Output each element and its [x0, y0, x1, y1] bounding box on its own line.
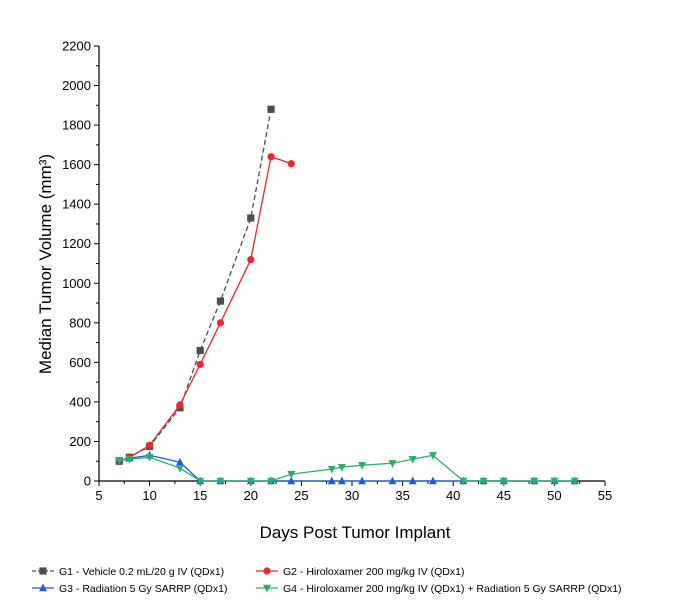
legend-label: G3 - Radiation 5 Gy SARRP (QDx1) [59, 583, 227, 595]
series-4-point [337, 463, 346, 472]
series-4-point [479, 477, 488, 486]
x-tick-label: 25 [294, 488, 308, 503]
plot-area [115, 105, 579, 486]
y-tick-label: 1800 [62, 118, 91, 133]
y-tick-label: 2200 [62, 39, 91, 54]
series-4-point [287, 470, 296, 479]
series-1-line [119, 109, 272, 462]
series-4-point [459, 477, 468, 486]
y-tick-label: 1400 [62, 197, 91, 212]
x-tick-label: 40 [446, 488, 460, 503]
x-tick-label: 55 [598, 488, 612, 503]
x-tick-label: 50 [547, 488, 561, 503]
series-4-point [115, 457, 124, 465]
series-3-line [119, 454, 575, 482]
x-tick-label: 20 [244, 488, 258, 503]
legend-item-2: G2 - Hiroloxamer 200 mg/kg IV (QDx1) [256, 566, 464, 578]
legend-item-4: G4 - Hiroloxamer 200 mg/kg IV (QDx1) + R… [256, 583, 622, 595]
series-2-point [287, 160, 295, 168]
y-tick-label: 1600 [62, 157, 91, 172]
series-3-point [287, 476, 296, 485]
series-4-point [145, 454, 154, 462]
y-tick-label: 800 [69, 315, 91, 330]
series-4-point [428, 452, 437, 460]
series-3-point [428, 476, 437, 485]
series-4-point [327, 465, 336, 474]
series-3-point [358, 476, 367, 485]
legend-swatch-marker [263, 567, 271, 575]
legend: G1 - Vehicle 0.2 mL/20 g IV (QDx1) G2 - H… [32, 566, 622, 595]
legend-swatch-marker [263, 584, 271, 593]
series-3-point [388, 476, 397, 485]
series-2-point [146, 441, 154, 450]
series-2-point [267, 153, 275, 161]
series-4-point [550, 477, 559, 486]
x-tick-label: 45 [497, 488, 511, 503]
y-tick-label: 2000 [62, 78, 91, 93]
series-4-point [175, 464, 184, 473]
series-4-point [216, 477, 225, 486]
legend-item-1: G1 - Vehicle 0.2 mL/20 g IV (QDx1) [32, 566, 224, 578]
series-4-point [125, 456, 134, 464]
series-1-point [216, 297, 225, 305]
series-2-point [216, 319, 225, 327]
series-1-point [196, 346, 204, 355]
x-tick-label: 15 [193, 488, 207, 503]
series-4-point [530, 477, 539, 486]
y-tick-label: 400 [69, 394, 91, 409]
x-tick-label: 30 [345, 488, 359, 503]
legend-label: G4 - Hiroloxamer 200 mg/kg IV (QDx1) + R… [283, 583, 622, 595]
x-tick-label: 35 [395, 488, 409, 503]
y-tick-label: 200 [69, 434, 91, 449]
series-3-point [327, 476, 336, 485]
x-axis-label: Days Post Tumor Implant [260, 523, 451, 542]
series-4-point [267, 477, 276, 486]
y-tick-label: 600 [69, 355, 91, 370]
legend-swatch-marker [39, 567, 47, 575]
legend-label: G2 - Hiroloxamer 200 mg/kg IV (QDx1) [283, 566, 464, 578]
y-tick-label: 1000 [62, 276, 91, 291]
y-axis-label: Median Tumor Volume (mm³) [36, 154, 55, 374]
legend-swatch-marker [39, 583, 47, 592]
series-4-point [358, 461, 367, 470]
series-3-point [408, 476, 417, 485]
series-4-point [196, 477, 205, 486]
series-2-line [119, 155, 292, 462]
series-2-point [196, 360, 204, 368]
series-1 [115, 105, 275, 465]
series-2-point [247, 255, 255, 264]
series-3-point [337, 476, 346, 485]
legend-item-3: G3 - Radiation 5 Gy SARRP (QDx1) [32, 583, 227, 595]
y-tick-label: 1200 [62, 236, 91, 251]
series-4 [115, 452, 579, 486]
legend-label: G1 - Vehicle 0.2 mL/20 g IV (QDx1) [59, 566, 224, 578]
series-4-point [246, 477, 255, 486]
axes: 0 200 400 600 800 1000 1200 1400 1600 1800 2000 220… [62, 39, 612, 504]
series-4-point [499, 477, 508, 486]
series-4-point [408, 456, 417, 464]
series-4-point [388, 460, 397, 468]
series-4-line [119, 454, 575, 482]
x-tick-label: 10 [142, 488, 156, 503]
series-3 [115, 450, 579, 485]
series-1-point [267, 105, 275, 113]
series-4-point [570, 477, 579, 486]
series-2-point [176, 401, 184, 409]
series-2 [115, 153, 295, 465]
series-1-point [247, 214, 255, 222]
series-3-point [175, 457, 184, 466]
y-tick-label: 0 [84, 474, 91, 489]
x-tick-label: 5 [95, 488, 102, 503]
